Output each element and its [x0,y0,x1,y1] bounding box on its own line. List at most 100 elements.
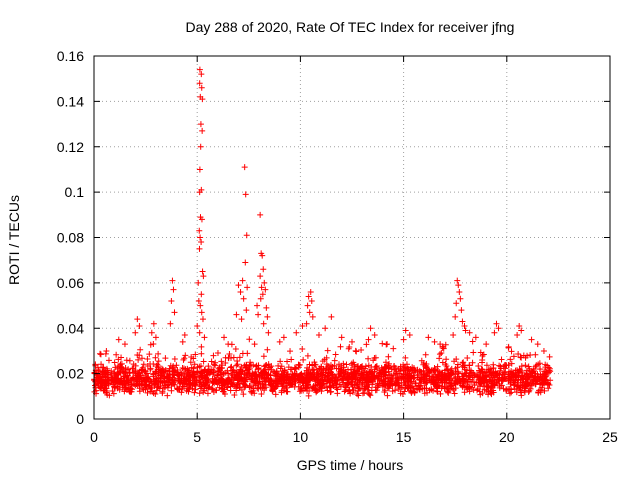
data-point [136,352,143,359]
data-point [439,359,446,366]
data-point [201,381,208,388]
data-point [461,366,468,373]
data-point [188,353,195,360]
data-point [514,332,521,339]
data-point [187,379,194,386]
data-point [437,377,444,384]
data-point [424,370,431,377]
data-point [423,365,430,372]
data-point [338,376,345,383]
data-point [400,336,407,343]
data-point [379,383,386,390]
data-point [349,375,356,382]
data-point [194,322,201,329]
data-point [444,366,451,373]
data-point [488,376,495,383]
data-point [384,341,391,348]
data-point [257,211,264,218]
data-point [135,356,142,363]
data-point [466,362,473,369]
data-point [264,346,271,353]
data-point [392,375,399,382]
y-tick-label: 0.16 [57,48,84,64]
axis-layer: 0 0.02 0.04 0.06 0.08 0.1 0.12 0.14 0.16 0 5 10 15 20… [57,48,618,445]
data-point [262,362,269,369]
data-point [198,239,205,246]
data-point [176,378,183,385]
data-point [200,371,207,378]
y-tick-label: 0.12 [57,139,84,155]
data-point [353,348,360,355]
data-point [347,366,354,373]
data-point [197,234,204,241]
data-point [293,329,300,336]
data-point [490,365,497,372]
data-point [461,322,468,329]
data-point [306,361,313,368]
data-point [136,388,143,395]
data-point [336,381,343,388]
data-point [135,380,142,387]
data-point [377,376,384,383]
data-point [486,366,493,373]
data-point [267,381,273,388]
data-point [312,361,319,368]
data-point [479,359,486,366]
data-point [458,307,465,314]
data-point [180,375,187,382]
data-point [237,366,244,373]
data-point [327,388,334,395]
data-point [371,374,378,381]
data-point [251,379,258,386]
data-point [332,373,339,380]
data-point [542,364,549,371]
data-point [487,388,494,395]
x-tick-label: 0 [90,429,98,445]
data-point [202,366,209,373]
data-point [459,318,466,325]
data-point [238,316,245,323]
data-point [343,374,350,381]
data-point [381,363,388,370]
data-point [226,350,233,357]
data-point [169,368,176,375]
data-point [152,354,159,361]
data-point [456,377,463,384]
data-point [169,277,176,284]
data-point [333,365,340,372]
data-point [113,379,120,386]
data-point [233,362,240,369]
data-point [545,385,552,392]
data-point [150,340,157,347]
data-point [281,367,288,374]
data-point [441,375,448,382]
data-point [454,361,461,368]
data-point [338,334,345,341]
data-point [264,375,271,382]
data-point [130,361,137,368]
data-point [196,80,203,87]
data-point [104,374,111,381]
data-point [162,355,169,362]
data-point [483,387,490,394]
data-point [277,378,284,385]
data-point [439,343,446,350]
data-points-layer [91,66,554,399]
data-point [261,378,268,385]
data-point [527,376,534,383]
y-tick-label: 0.08 [57,230,84,246]
data-point [385,363,392,370]
data-point [445,387,452,394]
data-point [337,370,344,377]
data-point [287,348,294,355]
data-point [161,375,168,382]
data-point [494,376,501,383]
data-point [230,367,237,374]
data-point [251,341,258,348]
data-point [277,358,284,365]
data-point [123,357,130,364]
data-point [196,66,203,73]
data-point [382,378,389,385]
data-point [483,341,490,348]
